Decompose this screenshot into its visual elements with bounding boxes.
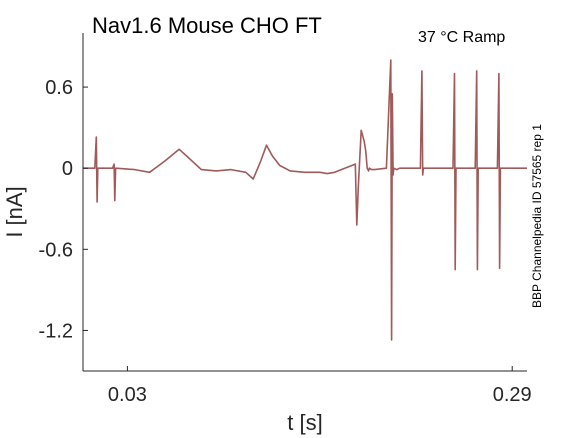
y-tick-label: -0.6 [39, 239, 73, 261]
y-tick-label: 0.6 [45, 77, 73, 99]
current-trace-series [83, 59, 527, 341]
x-tick-label: 0.03 [108, 384, 147, 406]
x-tick-label: 0.29 [493, 384, 532, 406]
y-axis-ticks: 0.6 0 -0.6 -1.2 [39, 77, 88, 342]
y-axis-label: I [nA] [2, 186, 27, 237]
x-axis-ticks: 0.03 0.29 [108, 366, 532, 406]
plot-area [83, 59, 527, 341]
y-tick-label: -1.2 [39, 320, 73, 342]
chart-subtitle: 37 °C Ramp [418, 29, 505, 46]
chart-title: Nav1.6 Mouse CHO FT [92, 13, 322, 38]
channelpedia-id-label: BBP Channelpedia ID 57565 rep 1 [530, 124, 544, 308]
y-tick-label: 0 [62, 158, 73, 180]
x-axis-label: t [s] [287, 410, 322, 435]
